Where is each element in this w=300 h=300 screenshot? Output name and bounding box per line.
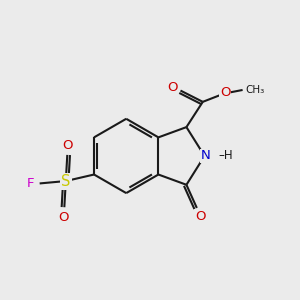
- Text: O: O: [58, 211, 69, 224]
- Text: CH₃: CH₃: [245, 85, 264, 95]
- Text: F: F: [27, 177, 34, 190]
- Text: O: O: [167, 81, 177, 94]
- Text: O: O: [220, 86, 230, 99]
- Text: S: S: [61, 174, 70, 189]
- Text: O: O: [195, 210, 206, 223]
- Text: N: N: [201, 149, 211, 162]
- Text: –H: –H: [219, 149, 233, 162]
- Text: O: O: [63, 139, 73, 152]
